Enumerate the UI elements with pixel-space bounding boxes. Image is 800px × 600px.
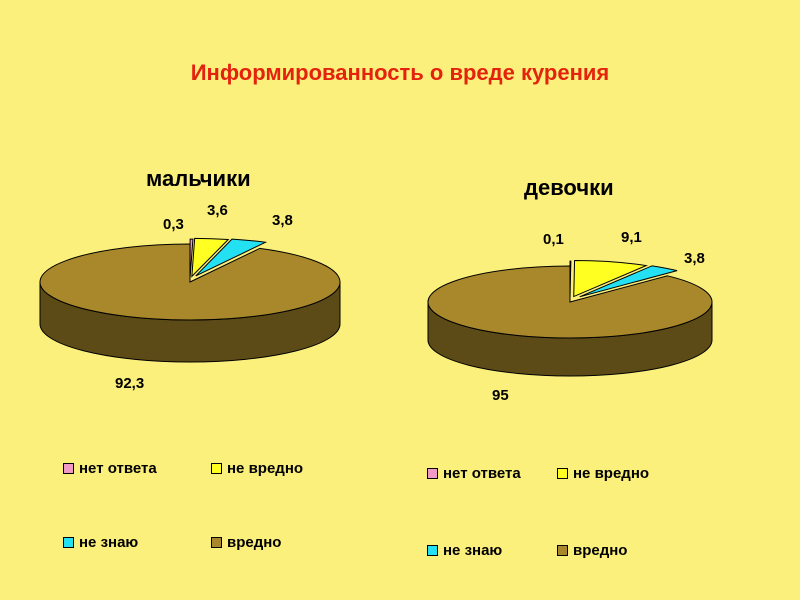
legend-item-no-answer: нет ответа — [63, 460, 157, 477]
pie-slice-not-harmful-boys — [191, 237, 230, 278]
legend-label: не знаю — [443, 542, 503, 559]
data-label-no-answer-girls: 0,1 — [543, 231, 564, 248]
pie-slice-dont-know-girls — [579, 265, 678, 298]
legend-label: вредно — [227, 534, 282, 551]
legend-swatch-dont-know — [427, 545, 438, 556]
legend-swatch-no-answer — [63, 463, 74, 474]
pie-girls — [427, 260, 713, 377]
legend-item-harmful: вредно — [557, 542, 627, 559]
legend-swatch-not-harmful — [557, 468, 568, 479]
legend-label: не вредно — [573, 465, 650, 482]
legend-label: нет ответа — [79, 460, 157, 477]
pie-slice-harmful-girls — [427, 265, 713, 339]
pie-slice-no-answer-boys — [189, 238, 194, 278]
data-label-harmful-boys: 92,3 — [115, 375, 145, 392]
pie-boys — [39, 237, 341, 363]
data-label-harmful-girls: 95 — [492, 387, 509, 404]
pie-slice-no-answer-girls — [569, 260, 572, 298]
data-label-dont-know-girls: 3,8 — [684, 250, 705, 267]
pie-slice-not-harmful-girls — [573, 260, 648, 298]
legend-item-no-answer: нет ответа — [427, 465, 521, 482]
legend-swatch-no-answer — [427, 468, 438, 479]
chart-title-girls: девочки — [524, 175, 614, 200]
chart-title-boys: мальчики — [146, 166, 251, 191]
pie-slice-dont-know-boys — [195, 238, 268, 277]
legend-swatch-not-harmful — [211, 463, 222, 474]
legend-swatch-dont-know — [63, 537, 74, 548]
data-label-no-answer-boys: 0,3 — [163, 216, 184, 233]
data-label-not-harmful-boys: 3,6 — [207, 202, 228, 219]
legend-swatch-harmful — [211, 537, 222, 548]
legend-item-harmful: вредно — [211, 534, 281, 551]
pie-slice-harmful-boys — [39, 243, 341, 321]
legend-label: не знаю — [79, 534, 139, 551]
slide-title: Информированность о вреде курения — [190, 60, 610, 85]
legend-label: нет ответа — [443, 465, 521, 482]
legend-item-not-harmful: не вредно — [557, 465, 649, 482]
data-label-dont-know-boys: 3,8 — [272, 212, 293, 229]
legend-swatch-harmful — [557, 545, 568, 556]
legend-item-dont-know: не знаю — [427, 542, 502, 559]
legend-item-dont-know: не знаю — [63, 534, 138, 551]
legend-label: вредно — [573, 542, 628, 559]
data-label-not-harmful-girls: 9,1 — [621, 229, 642, 246]
legend-item-not-harmful: не вредно — [211, 460, 303, 477]
legend-label: не вредно — [227, 460, 304, 477]
